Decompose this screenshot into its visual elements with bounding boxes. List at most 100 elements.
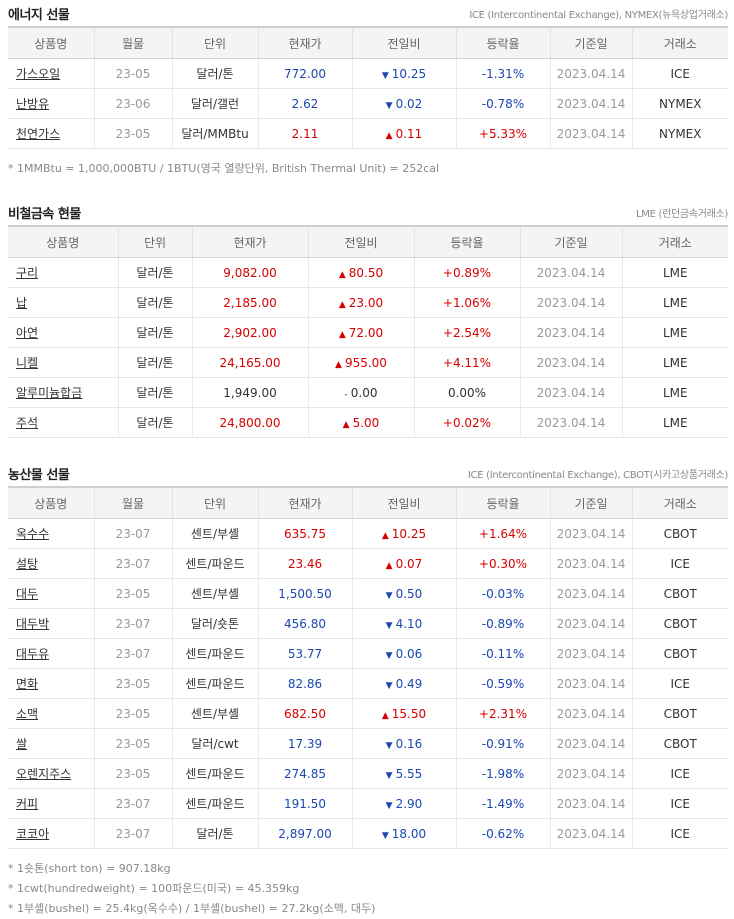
change-value: 23.00 — [348, 295, 384, 310]
commodity-link[interactable]: 납 — [16, 296, 28, 310]
column-header: 등락율 — [413, 225, 520, 258]
commodity-link[interactable]: 알루미늄합금 — [16, 386, 83, 400]
table-header-row: 상품명 월물 단위 현재가 전일비 등락율 기준일 거래소 — [8, 26, 728, 59]
commodity-link[interactable]: 구리 — [16, 266, 39, 280]
change-cell: ▼ 0.16 — [351, 728, 456, 759]
base-date: 2023.04.14 — [549, 58, 632, 89]
commodity-link[interactable]: 가스오일 — [16, 67, 61, 81]
commodity-link[interactable]: 난방유 — [16, 97, 50, 111]
change-down-icon: ▼ — [385, 100, 393, 111]
commodity-link[interactable]: 오렌지주스 — [16, 767, 72, 781]
change-cell: ▲ 0.11 — [351, 118, 456, 149]
commodity-link[interactable]: 소맥 — [16, 707, 39, 721]
change-value: 955.00 — [344, 355, 387, 370]
current-price: 2,185.00 — [191, 287, 308, 318]
change-rate: +2.54% — [413, 317, 520, 348]
commodity-link[interactable]: 대두유 — [16, 647, 50, 661]
commodity-link[interactable]: 코코아 — [16, 827, 50, 841]
commodity-link[interactable]: 아연 — [16, 326, 39, 340]
contract-month: 23-05 — [93, 758, 172, 789]
current-price: 2.62 — [257, 88, 352, 119]
change-cell: -0.00 — [307, 377, 414, 408]
commodity-link[interactable]: 커피 — [16, 797, 39, 811]
commodity-link[interactable]: 천연가스 — [16, 127, 61, 141]
column-header: 기준일 — [549, 26, 632, 59]
section-title: 비철금속 현물 — [8, 207, 81, 222]
change-up-icon: ▲ — [381, 530, 389, 541]
change-rate: +1.64% — [455, 518, 550, 549]
current-price: 682.50 — [257, 698, 352, 729]
change-up-icon: ▲ — [385, 560, 393, 571]
unit: 달러/숏톤 — [171, 608, 258, 639]
current-price: 1,949.00 — [191, 377, 308, 408]
commodity-link[interactable]: 쌀 — [16, 737, 28, 751]
exchange: CBOT — [631, 698, 728, 729]
change-up-icon: ▲ — [338, 269, 346, 280]
commodity-link[interactable]: 주석 — [16, 416, 39, 430]
column-header: 월물 — [93, 26, 172, 59]
change-cell: ▲ 72.00 — [307, 317, 414, 348]
current-price: 82.86 — [257, 668, 352, 699]
current-price: 1,500.50 — [257, 578, 352, 609]
current-price: 2,902.00 — [191, 317, 308, 348]
change-value: 0.50 — [395, 586, 423, 601]
base-date: 2023.04.14 — [549, 548, 632, 579]
contract-month: 23-05 — [93, 578, 172, 609]
current-price: 2,897.00 — [257, 818, 352, 849]
commodity-name-cell: 아연 — [8, 317, 118, 348]
commodity-name-cell: 천연가스 — [8, 118, 94, 149]
exchange: ICE — [631, 818, 728, 849]
current-price: 191.50 — [257, 788, 352, 819]
base-date: 2023.04.14 — [519, 287, 622, 318]
change-up-icon: ▲ — [335, 359, 342, 370]
change-cell: ▼ 0.02 — [351, 88, 456, 119]
commodity-link[interactable]: 옥수수 — [16, 527, 50, 541]
change-flat-icon: - — [344, 389, 348, 400]
change-value: 5.55 — [395, 766, 423, 781]
column-header: 현재가 — [257, 26, 352, 59]
change-value: 2.90 — [395, 796, 423, 811]
base-date: 2023.04.14 — [549, 88, 632, 119]
contract-month: 23-07 — [93, 788, 172, 819]
column-header: 상품명 — [8, 26, 94, 59]
table-row: 난방유 23-06 달러/갤런 2.62 ▼ 0.02 -0.78% 2023.04.14 NY… — [8, 88, 728, 119]
change-up-icon: ▲ — [338, 299, 346, 310]
change-cell: ▼ 4.10 — [351, 608, 456, 639]
change-cell: ▼ 0.06 — [351, 638, 456, 669]
commodity-link[interactable]: 니켈 — [16, 356, 39, 370]
exchange: LME — [621, 347, 728, 378]
change-down-icon: ▼ — [385, 620, 393, 631]
exchange: ICE — [631, 58, 728, 89]
unit: 달러/갤런 — [171, 88, 258, 119]
base-date: 2023.04.14 — [549, 758, 632, 789]
commodity-link[interactable]: 대두박 — [16, 617, 50, 631]
unit: 센트/파운드 — [171, 788, 258, 819]
metals-spot-section: 비철금속 현물 LME (런던금속거래소) 상품명 단위 현재가 전일비 등락율 기준일 거… — [8, 201, 728, 438]
contract-month: 23-05 — [93, 668, 172, 699]
commodity-link[interactable]: 면화 — [16, 677, 39, 691]
change-rate: +4.11% — [413, 347, 520, 378]
change-cell: ▼ 5.55 — [351, 758, 456, 789]
exchange: ICE — [631, 788, 728, 819]
commodity-name-cell: 대두박 — [8, 608, 94, 639]
commodity-link[interactable]: 대두 — [16, 587, 39, 601]
column-header: 상품명 — [8, 225, 118, 258]
change-rate: +0.89% — [413, 257, 520, 288]
change-value: 0.02 — [395, 96, 423, 111]
exchange: NYMEX — [631, 118, 728, 149]
column-header: 현재가 — [191, 225, 308, 258]
column-header: 전일비 — [307, 225, 414, 258]
current-price: 9,082.00 — [191, 257, 308, 288]
commodity-link[interactable]: 설탕 — [16, 557, 39, 571]
base-date: 2023.04.14 — [549, 118, 632, 149]
change-down-icon: ▼ — [385, 740, 393, 751]
unit: 달러/톤 — [117, 407, 192, 438]
base-date: 2023.04.14 — [549, 638, 632, 669]
exchange: ICE — [631, 548, 728, 579]
change-down-icon: ▼ — [385, 770, 393, 781]
change-cell: ▲ 0.07 — [351, 548, 456, 579]
table-row: 소맥 23-05 센트/부셸 682.50 ▲ 15.50 +2.31% 2023.04.14… — [8, 698, 728, 729]
commodity-name-cell: 납 — [8, 287, 118, 318]
base-date: 2023.04.14 — [519, 257, 622, 288]
table-header-row: 상품명 단위 현재가 전일비 등락율 기준일 거래소 — [8, 225, 728, 258]
